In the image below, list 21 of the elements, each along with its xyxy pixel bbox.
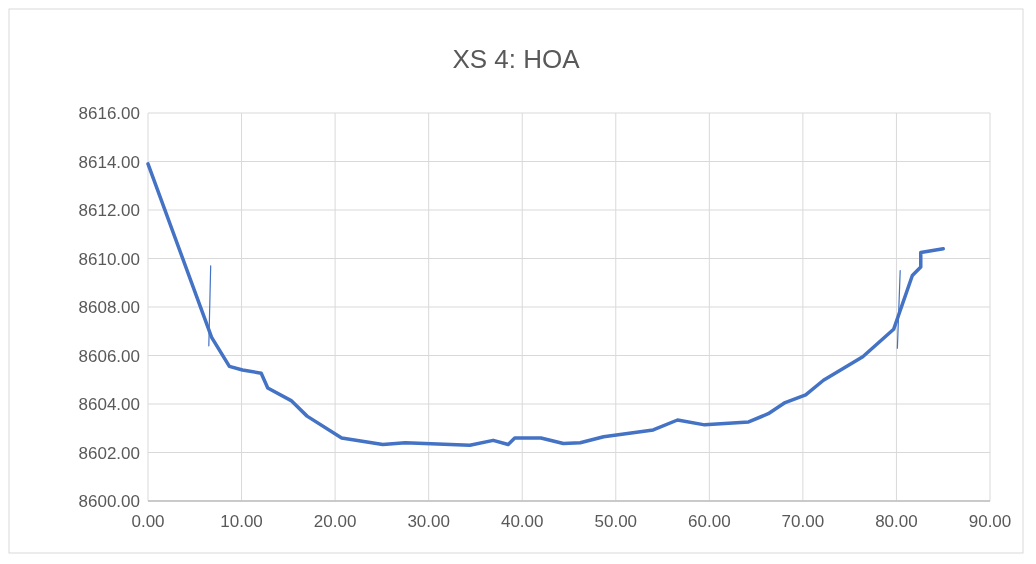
- x-tick-label: 50.00: [594, 512, 638, 531]
- y-tick-label: 8614.00: [78, 152, 140, 172]
- chart-title: XS 4: HOA: [452, 44, 581, 74]
- x-tick-label: 80.00: [875, 512, 918, 531]
- y-tick-label: 8616.00: [78, 104, 140, 123]
- y-tick-label: 8600.00: [78, 492, 140, 511]
- y-tick-label: 8612.00: [78, 201, 140, 220]
- x-tick-label: 90.00: [968, 512, 1012, 531]
- y-tick-label: 8608.00: [78, 298, 140, 317]
- x-tick-label: 60.00: [688, 512, 731, 531]
- y-tick-label: 8606.00: [78, 346, 140, 366]
- x-tick-label: 0.00: [131, 512, 165, 531]
- y-tick-label: 8602.00: [78, 443, 140, 463]
- y-tick-label: 8610.00: [78, 249, 140, 269]
- x-tick-label: 40.00: [500, 512, 544, 531]
- y-tick-label: 8604.00: [78, 395, 140, 414]
- x-tick-label: 10.00: [220, 512, 263, 531]
- x-tick-label: 30.00: [407, 512, 450, 531]
- line-series: [146, 162, 945, 447]
- x-tick-label: 20.00: [313, 512, 357, 531]
- x-tick-label: 70.00: [781, 512, 825, 531]
